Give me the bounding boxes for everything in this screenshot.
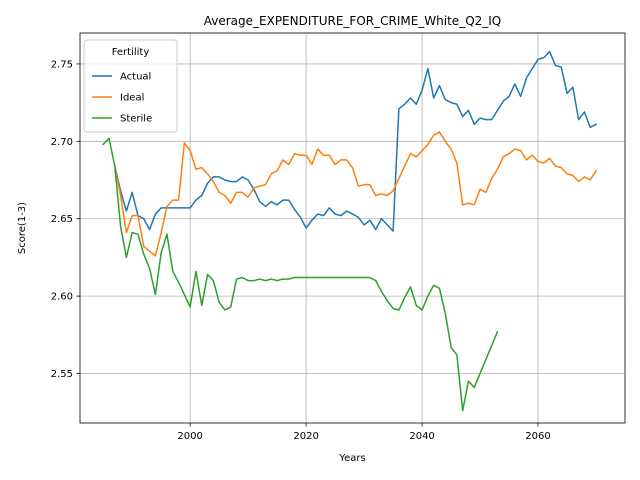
series-line-sterile [102, 137, 499, 412]
legend-title: Fertility [112, 47, 150, 58]
y-tick-label: 2.55 [51, 369, 73, 380]
plot-frame [79, 32, 626, 424]
x-tick-label: 2020 [293, 431, 318, 442]
y-axis-label: Score(1-3) [17, 202, 28, 254]
y-tick-label: 2.65 [51, 214, 73, 225]
chart-title: Average_EXPENDITURE_FOR_CRIME_White_Q2_I… [204, 14, 502, 28]
series-line-actual [113, 50, 598, 232]
x-axis-label: Years [338, 453, 365, 464]
series-layer [102, 50, 598, 412]
y-axis: 2.55 2.60 2.65 2.70 2.75 [51, 59, 80, 380]
series-line-ideal [113, 131, 598, 257]
y-tick-label: 2.60 [51, 292, 73, 303]
x-tick-label: 2060 [525, 431, 550, 442]
legend-label-actual: Actual [120, 72, 151, 83]
x-tick-label: 2040 [409, 431, 434, 442]
y-tick-label: 2.75 [51, 59, 73, 70]
legend: Fertility Actual Ideal Sterile [83, 39, 178, 133]
x-tick-label: 2000 [177, 431, 202, 442]
legend-box [83, 39, 178, 133]
legend-label-sterile: Sterile [120, 114, 152, 125]
y-tick-label: 2.70 [51, 137, 73, 148]
legend-label-ideal: Ideal [120, 93, 144, 104]
x-axis: 2000 2020 2040 2060 [177, 423, 551, 442]
